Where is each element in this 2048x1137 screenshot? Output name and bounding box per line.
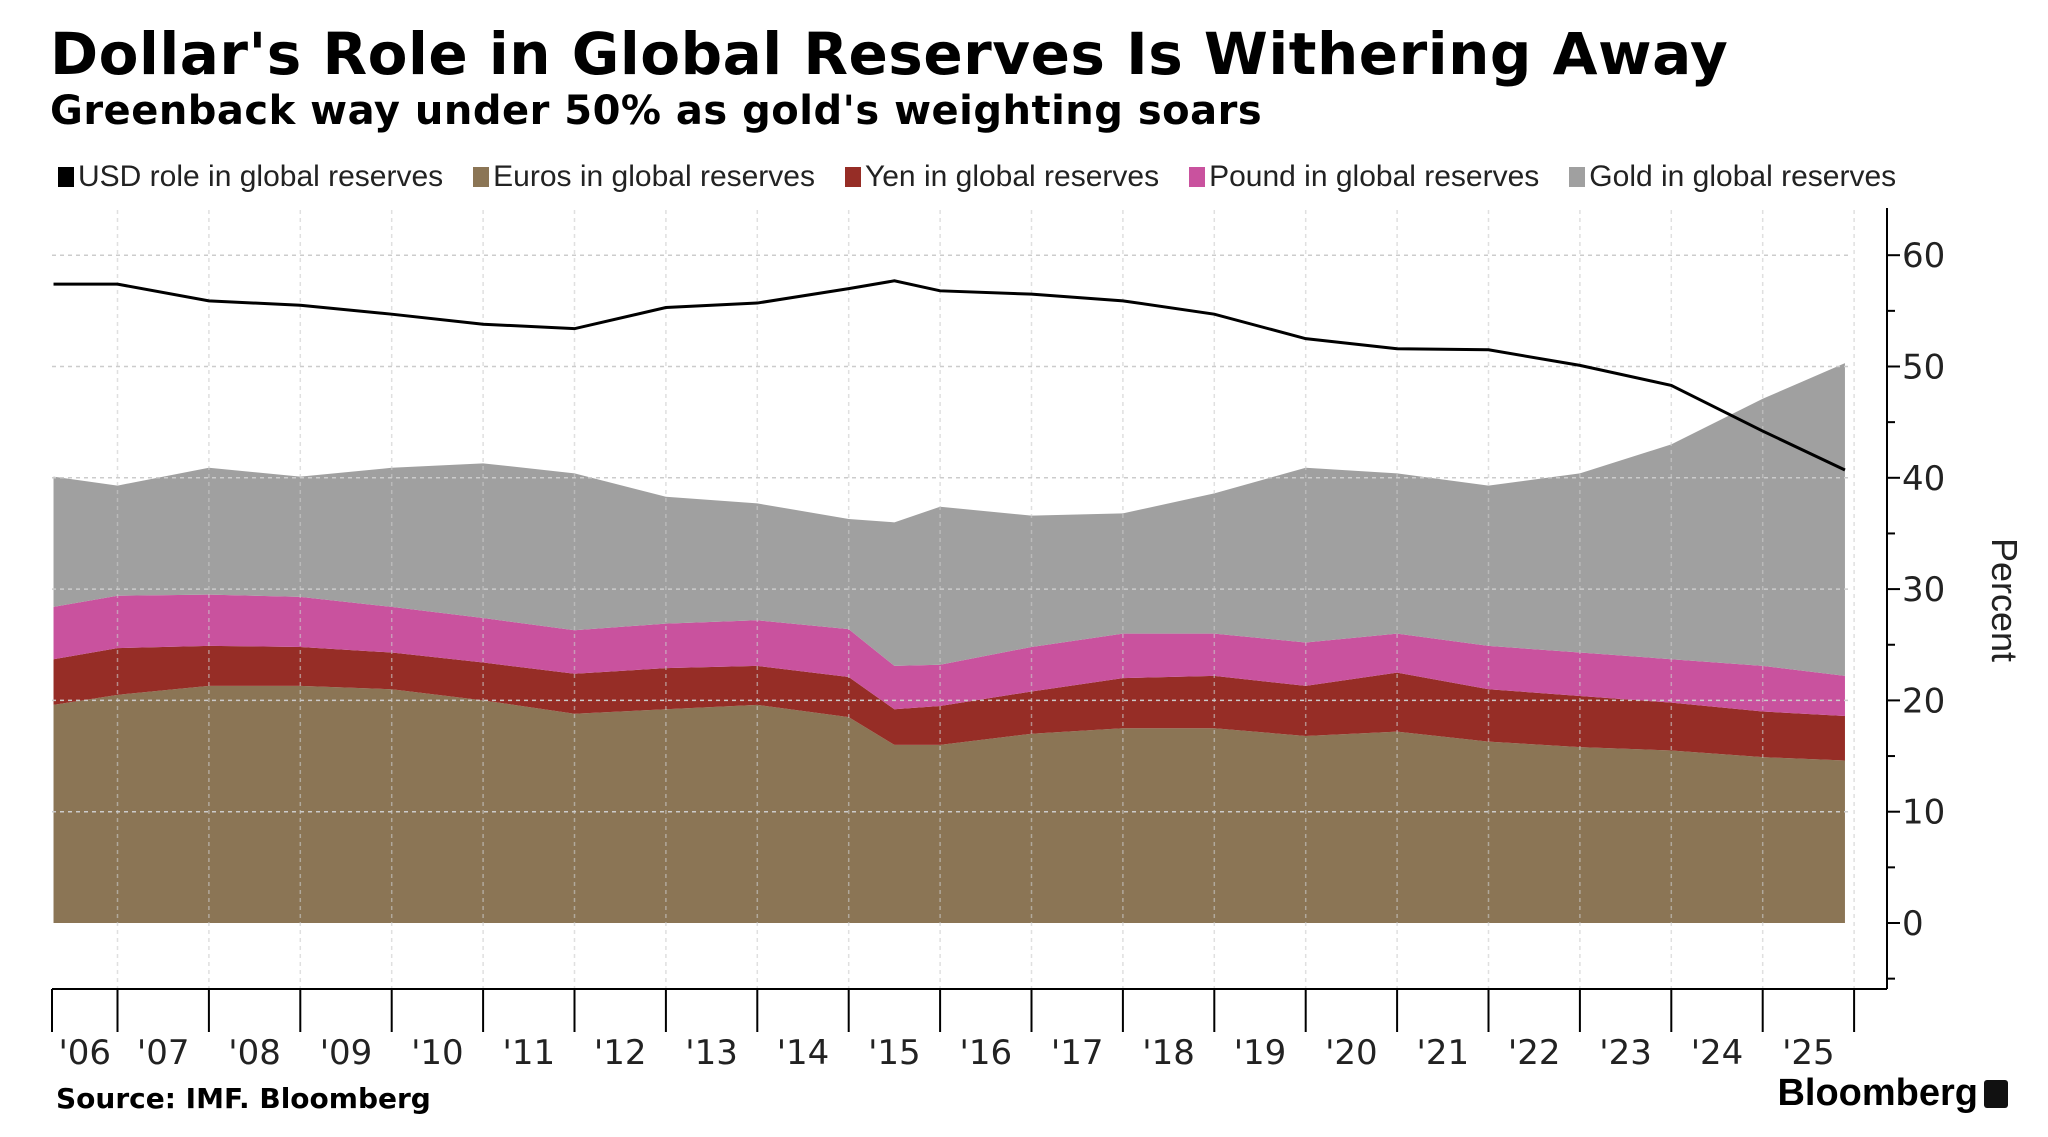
- x-tick-label: '13: [685, 1033, 738, 1073]
- x-tick-label: '06: [58, 1033, 111, 1073]
- chart-title: Dollar's Role in Global Reserves Is With…: [50, 20, 1729, 88]
- legend-label: Pound in global reserves: [1209, 160, 1540, 193]
- y-tick-label: 50: [1902, 348, 1945, 388]
- x-tick-label: '14: [777, 1033, 830, 1073]
- legend-item: Pound in global reserves: [1189, 160, 1539, 194]
- legend-item: Yen in global reserves: [844, 160, 1160, 194]
- y-tick-label: 60: [1902, 236, 1945, 276]
- usd-line: [53, 279, 1846, 472]
- legend-swatch: [1569, 167, 1586, 187]
- legend-swatch: [844, 167, 861, 187]
- x-tick-label: '12: [594, 1033, 647, 1073]
- y-tick-label: 20: [1902, 681, 1945, 721]
- legend-swatch: [58, 167, 74, 187]
- x-tick-label: '23: [1599, 1033, 1652, 1073]
- bloomberg-terminal-icon: [1984, 1080, 2008, 1108]
- legend-item: Gold in global reserves: [1569, 160, 1896, 194]
- x-tick-label: '09: [320, 1033, 373, 1073]
- x-tick-label: '17: [1051, 1033, 1104, 1073]
- x-tick-label: '19: [1234, 1033, 1287, 1073]
- chart-subtitle: Greenback way under 50% as gold's weight…: [50, 88, 1263, 134]
- area-pound: [53, 594, 1845, 716]
- x-tick-label: '25: [1782, 1033, 1835, 1073]
- x-tick-label: '20: [1325, 1033, 1378, 1073]
- x-tick-label: '16: [959, 1033, 1012, 1073]
- y-tick-label: 40: [1902, 459, 1945, 499]
- legend-item: Euros in global reserves: [473, 160, 815, 194]
- legend-swatch: [1189, 167, 1206, 187]
- legend-item: USD role in global reserves: [58, 160, 443, 194]
- legend-label: Yen in global reserves: [864, 160, 1160, 193]
- y-tick-label: 30: [1902, 570, 1945, 610]
- x-tick-label: '18: [1142, 1033, 1195, 1073]
- legend-label: Gold in global reserves: [1589, 160, 1897, 193]
- y-tick-label: 10: [1902, 793, 1945, 833]
- x-tick-label: '08: [228, 1033, 281, 1073]
- x-tick-label: '10: [411, 1033, 464, 1073]
- x-tick-label: '07: [137, 1033, 190, 1073]
- y-axis-label: Percent: [1984, 538, 2025, 662]
- x-tick-label: '15: [868, 1033, 921, 1073]
- y-tick-label: 0: [1902, 904, 1924, 944]
- legend-swatch: [473, 167, 490, 187]
- x-tick-label: '22: [1508, 1033, 1561, 1073]
- legend-label: USD role in global reserves: [78, 160, 444, 193]
- x-tick-label: '21: [1416, 1033, 1469, 1073]
- x-tick-label: '24: [1691, 1033, 1744, 1073]
- source-note: Source: IMF. Bloomberg: [56, 1082, 431, 1115]
- brand-logo: Bloomberg: [1777, 1072, 1978, 1114]
- legend: USD role in global reserves Euros in glob…: [58, 160, 1896, 194]
- area-euros: [53, 685, 1845, 923]
- legend-label: Euros in global reserves: [493, 160, 815, 193]
- x-tick-label: '11: [502, 1033, 555, 1073]
